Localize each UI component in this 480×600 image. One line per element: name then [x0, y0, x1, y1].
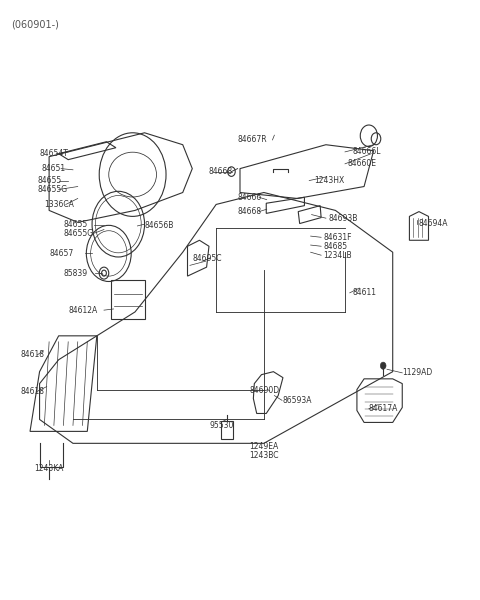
Text: 1129AD: 1129AD: [402, 368, 432, 377]
Text: 84693B: 84693B: [328, 214, 358, 223]
Text: 84695C: 84695C: [192, 254, 222, 263]
Text: 84656B: 84656B: [144, 221, 174, 230]
Text: 86593A: 86593A: [283, 396, 312, 405]
Text: 95530: 95530: [210, 421, 234, 430]
Text: 84655G: 84655G: [63, 229, 94, 238]
Text: 84694A: 84694A: [419, 219, 448, 228]
Text: 1249EA: 1249EA: [249, 442, 278, 451]
Text: 84655: 84655: [37, 176, 61, 185]
Text: 84667R: 84667R: [238, 136, 267, 145]
Text: 84618: 84618: [21, 387, 45, 396]
Text: 84654T: 84654T: [39, 149, 69, 158]
Text: 84655G: 84655G: [37, 185, 67, 194]
Text: 84618: 84618: [21, 350, 45, 359]
Text: 1243HX: 1243HX: [314, 176, 344, 185]
Text: 84655: 84655: [63, 220, 88, 229]
Text: 84685: 84685: [324, 242, 348, 251]
Text: 1336CA: 1336CA: [44, 200, 74, 209]
Text: 84612A: 84612A: [68, 305, 97, 314]
Text: 84660E: 84660E: [348, 160, 376, 169]
Text: 84668: 84668: [209, 167, 233, 176]
Text: 85839: 85839: [63, 269, 87, 278]
Text: 84657: 84657: [49, 249, 73, 258]
Text: 84651: 84651: [42, 164, 66, 173]
Text: 1234LB: 1234LB: [324, 251, 352, 260]
Text: 84668: 84668: [238, 207, 262, 216]
Text: 1243KA: 1243KA: [35, 464, 64, 473]
Text: 84666L: 84666L: [352, 148, 381, 157]
Text: 1243BC: 1243BC: [249, 451, 278, 460]
Text: 84617A: 84617A: [369, 404, 398, 413]
Text: 84631F: 84631F: [324, 233, 352, 242]
Text: 84690D: 84690D: [250, 386, 280, 395]
Text: 84611: 84611: [352, 289, 376, 298]
Text: (060901-): (060901-): [11, 19, 59, 29]
Text: 84666: 84666: [238, 193, 262, 202]
Circle shape: [380, 362, 386, 369]
